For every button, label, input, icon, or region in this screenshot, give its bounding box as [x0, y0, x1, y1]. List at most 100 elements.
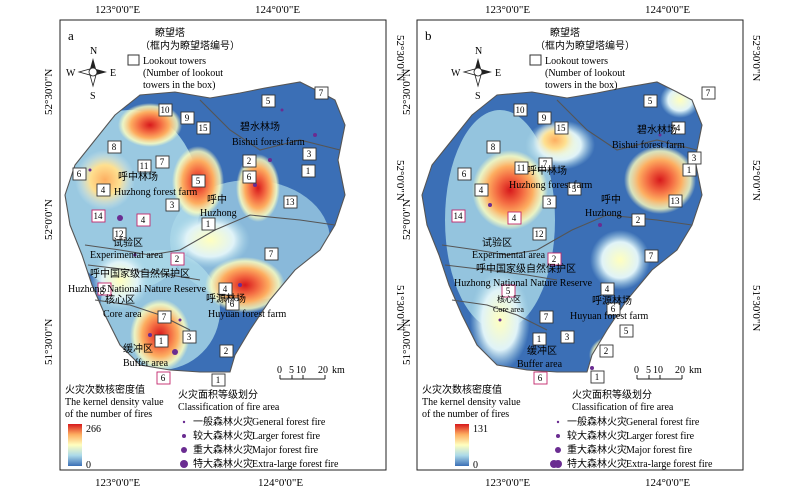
svg-text:Major forest fire: Major forest fire: [626, 445, 693, 456]
svg-text:1: 1: [159, 336, 164, 346]
huzhong-en: Huzhong: [200, 208, 237, 219]
svg-text:5: 5: [289, 365, 294, 376]
svg-text:7: 7: [160, 157, 165, 167]
lookout-tower: 12: [112, 227, 127, 241]
svg-text:较大森林火灾: 较大森林火灾: [567, 429, 627, 442]
lookout-tower: 11: [137, 159, 152, 173]
panel-b-tower-legend: 瞭望塔 （框内为瞭望塔编号） Lookout towers (Number of…: [529, 26, 635, 91]
svg-text:火灾次数核密度值: 火灾次数核密度值: [65, 383, 145, 396]
lookout-tower: 2: [599, 344, 614, 358]
panel-a-place-labels: 碧水林场 Bishui forest farm 呼中林场 Huzhong for…: [68, 120, 305, 369]
fire-point: [280, 108, 284, 112]
lookout-tower: 5: [191, 174, 206, 188]
lookout-tower: 6: [457, 167, 472, 181]
lookout-tower: 3: [165, 198, 180, 212]
panel-b-reserve-boundary: [444, 264, 558, 281]
lat-52-30-right-b: 52°30'0"N: [750, 35, 762, 81]
fire-point: [658, 133, 662, 137]
buffer-cn: 缓冲区: [123, 342, 153, 355]
svg-text:E: E: [110, 68, 116, 79]
svg-text:(Number of lookout: (Number of lookout: [545, 68, 625, 79]
lookout-tower: 4: [474, 183, 489, 197]
svg-text:1: 1: [306, 166, 311, 176]
density-ramp: [68, 424, 82, 466]
exp-cn: 试验区: [113, 236, 143, 249]
svg-text:3: 3: [565, 332, 570, 342]
svg-text:0: 0: [634, 365, 639, 376]
svg-text:Huyuan forest farm: Huyuan forest farm: [570, 311, 649, 322]
lookout-tower: 4: [218, 282, 233, 296]
coord-top-right-a: 124°0'0"E: [255, 4, 300, 16]
svg-text:10: 10: [516, 105, 526, 115]
fire-point: [590, 366, 594, 370]
core-cn: 核心区: [105, 293, 135, 306]
svg-text:（框内为瞭望塔编号）: （框内为瞭望塔编号）: [140, 39, 240, 52]
fire-point: [172, 349, 178, 355]
svg-text:2: 2: [636, 215, 641, 225]
lookout-tower: 1: [154, 334, 169, 348]
panel-a-frame: [59, 19, 387, 471]
svg-text:5: 5: [506, 286, 511, 296]
svg-text:火灾面积等级划分: 火灾面积等级划分: [178, 388, 258, 401]
panel-b-scale-bar: 0 5 10 20 km: [634, 365, 702, 380]
lookout-tower: 6: [533, 371, 548, 385]
svg-text:(Number of lookout: (Number of lookout: [143, 68, 223, 79]
svg-text:1: 1: [537, 334, 542, 344]
svg-text:S: S: [90, 91, 96, 102]
svg-text:Experimental area: Experimental area: [472, 250, 546, 261]
svg-text:13: 13: [286, 197, 296, 207]
coord-top-left-b: 123°0'0"E: [485, 4, 530, 16]
svg-text:Classification of fire area: Classification of fire area: [178, 402, 280, 413]
svg-text:Larger forest fire: Larger forest fire: [252, 431, 321, 442]
panel-b-density-legend: 火灾次数核密度值 The kernel density value of the…: [422, 383, 521, 471]
lat-52-0-left-a: 52°0'0"N: [43, 199, 55, 240]
svg-text:12: 12: [115, 229, 124, 239]
svg-text:核心区: 核心区: [497, 294, 521, 304]
panel-a-fire-class-legend: 火灾面积等级划分 Classification of fire area 一般森…: [178, 388, 339, 470]
svg-text:Lookout towers: Lookout towers: [545, 56, 608, 67]
lookout-tower: 5: [97, 282, 112, 296]
svg-text:5: 5: [646, 365, 651, 376]
svg-text:一般森林火灾: 一般森林火灾: [567, 415, 627, 428]
lookout-tower: 10: [158, 103, 173, 117]
lookout-tower: 6: [72, 167, 87, 181]
fire-point: [133, 253, 137, 257]
svg-text:of the number of fires: of the number of fires: [65, 409, 152, 420]
svg-text:（框内为瞭望塔编号）: （框内为瞭望塔编号）: [535, 39, 635, 52]
lookout-tower: 7: [264, 247, 279, 261]
fire-point: [268, 158, 272, 162]
lookout-tower: 6: [606, 302, 621, 316]
svg-text:13: 13: [671, 196, 681, 206]
svg-text:Major forest fire: Major forest fire: [252, 445, 319, 456]
svg-text:2: 2: [224, 346, 229, 356]
svg-text:0: 0: [277, 365, 282, 376]
lookout-tower: 4: [600, 282, 615, 296]
svg-text:3: 3: [187, 332, 192, 342]
lookout-tower: 5: [567, 182, 582, 196]
svg-text:Classification of fire area: Classification of fire area: [572, 402, 674, 413]
svg-text:2: 2: [552, 254, 557, 264]
svg-text:3: 3: [547, 197, 552, 207]
svg-text:Huzhong forest farm: Huzhong forest farm: [509, 180, 593, 191]
panel-b-core-boundary: [451, 299, 548, 331]
huzhong-cn: 呼中: [207, 193, 227, 206]
lat-51-30-right-b: 51°30'0"N: [750, 285, 762, 331]
svg-text:Larger forest fire: Larger forest fire: [626, 431, 695, 442]
buffer-en: Buffer area: [123, 358, 169, 369]
svg-text:7: 7: [319, 88, 324, 98]
fire-point: [148, 333, 152, 337]
svg-text:1: 1: [595, 372, 600, 382]
lookout-tower: 2: [170, 252, 185, 266]
lookout-tower: 3: [560, 330, 575, 344]
svg-text:7: 7: [706, 88, 711, 98]
svg-text:E: E: [495, 68, 501, 79]
fire-point: [88, 168, 92, 172]
svg-text:The kernel density value: The kernel density value: [65, 397, 164, 408]
svg-text:5: 5: [102, 284, 107, 294]
svg-text:The kernel density value: The kernel density value: [422, 397, 521, 408]
svg-text:towers in the box): towers in the box): [545, 80, 618, 91]
lookout-tower: 5: [643, 94, 658, 108]
lookout-tower: 2: [631, 213, 646, 227]
coord-bottom-left-a: 123°0'0"E: [95, 477, 140, 489]
coord-top-right-b: 124°0'0"E: [645, 4, 690, 16]
